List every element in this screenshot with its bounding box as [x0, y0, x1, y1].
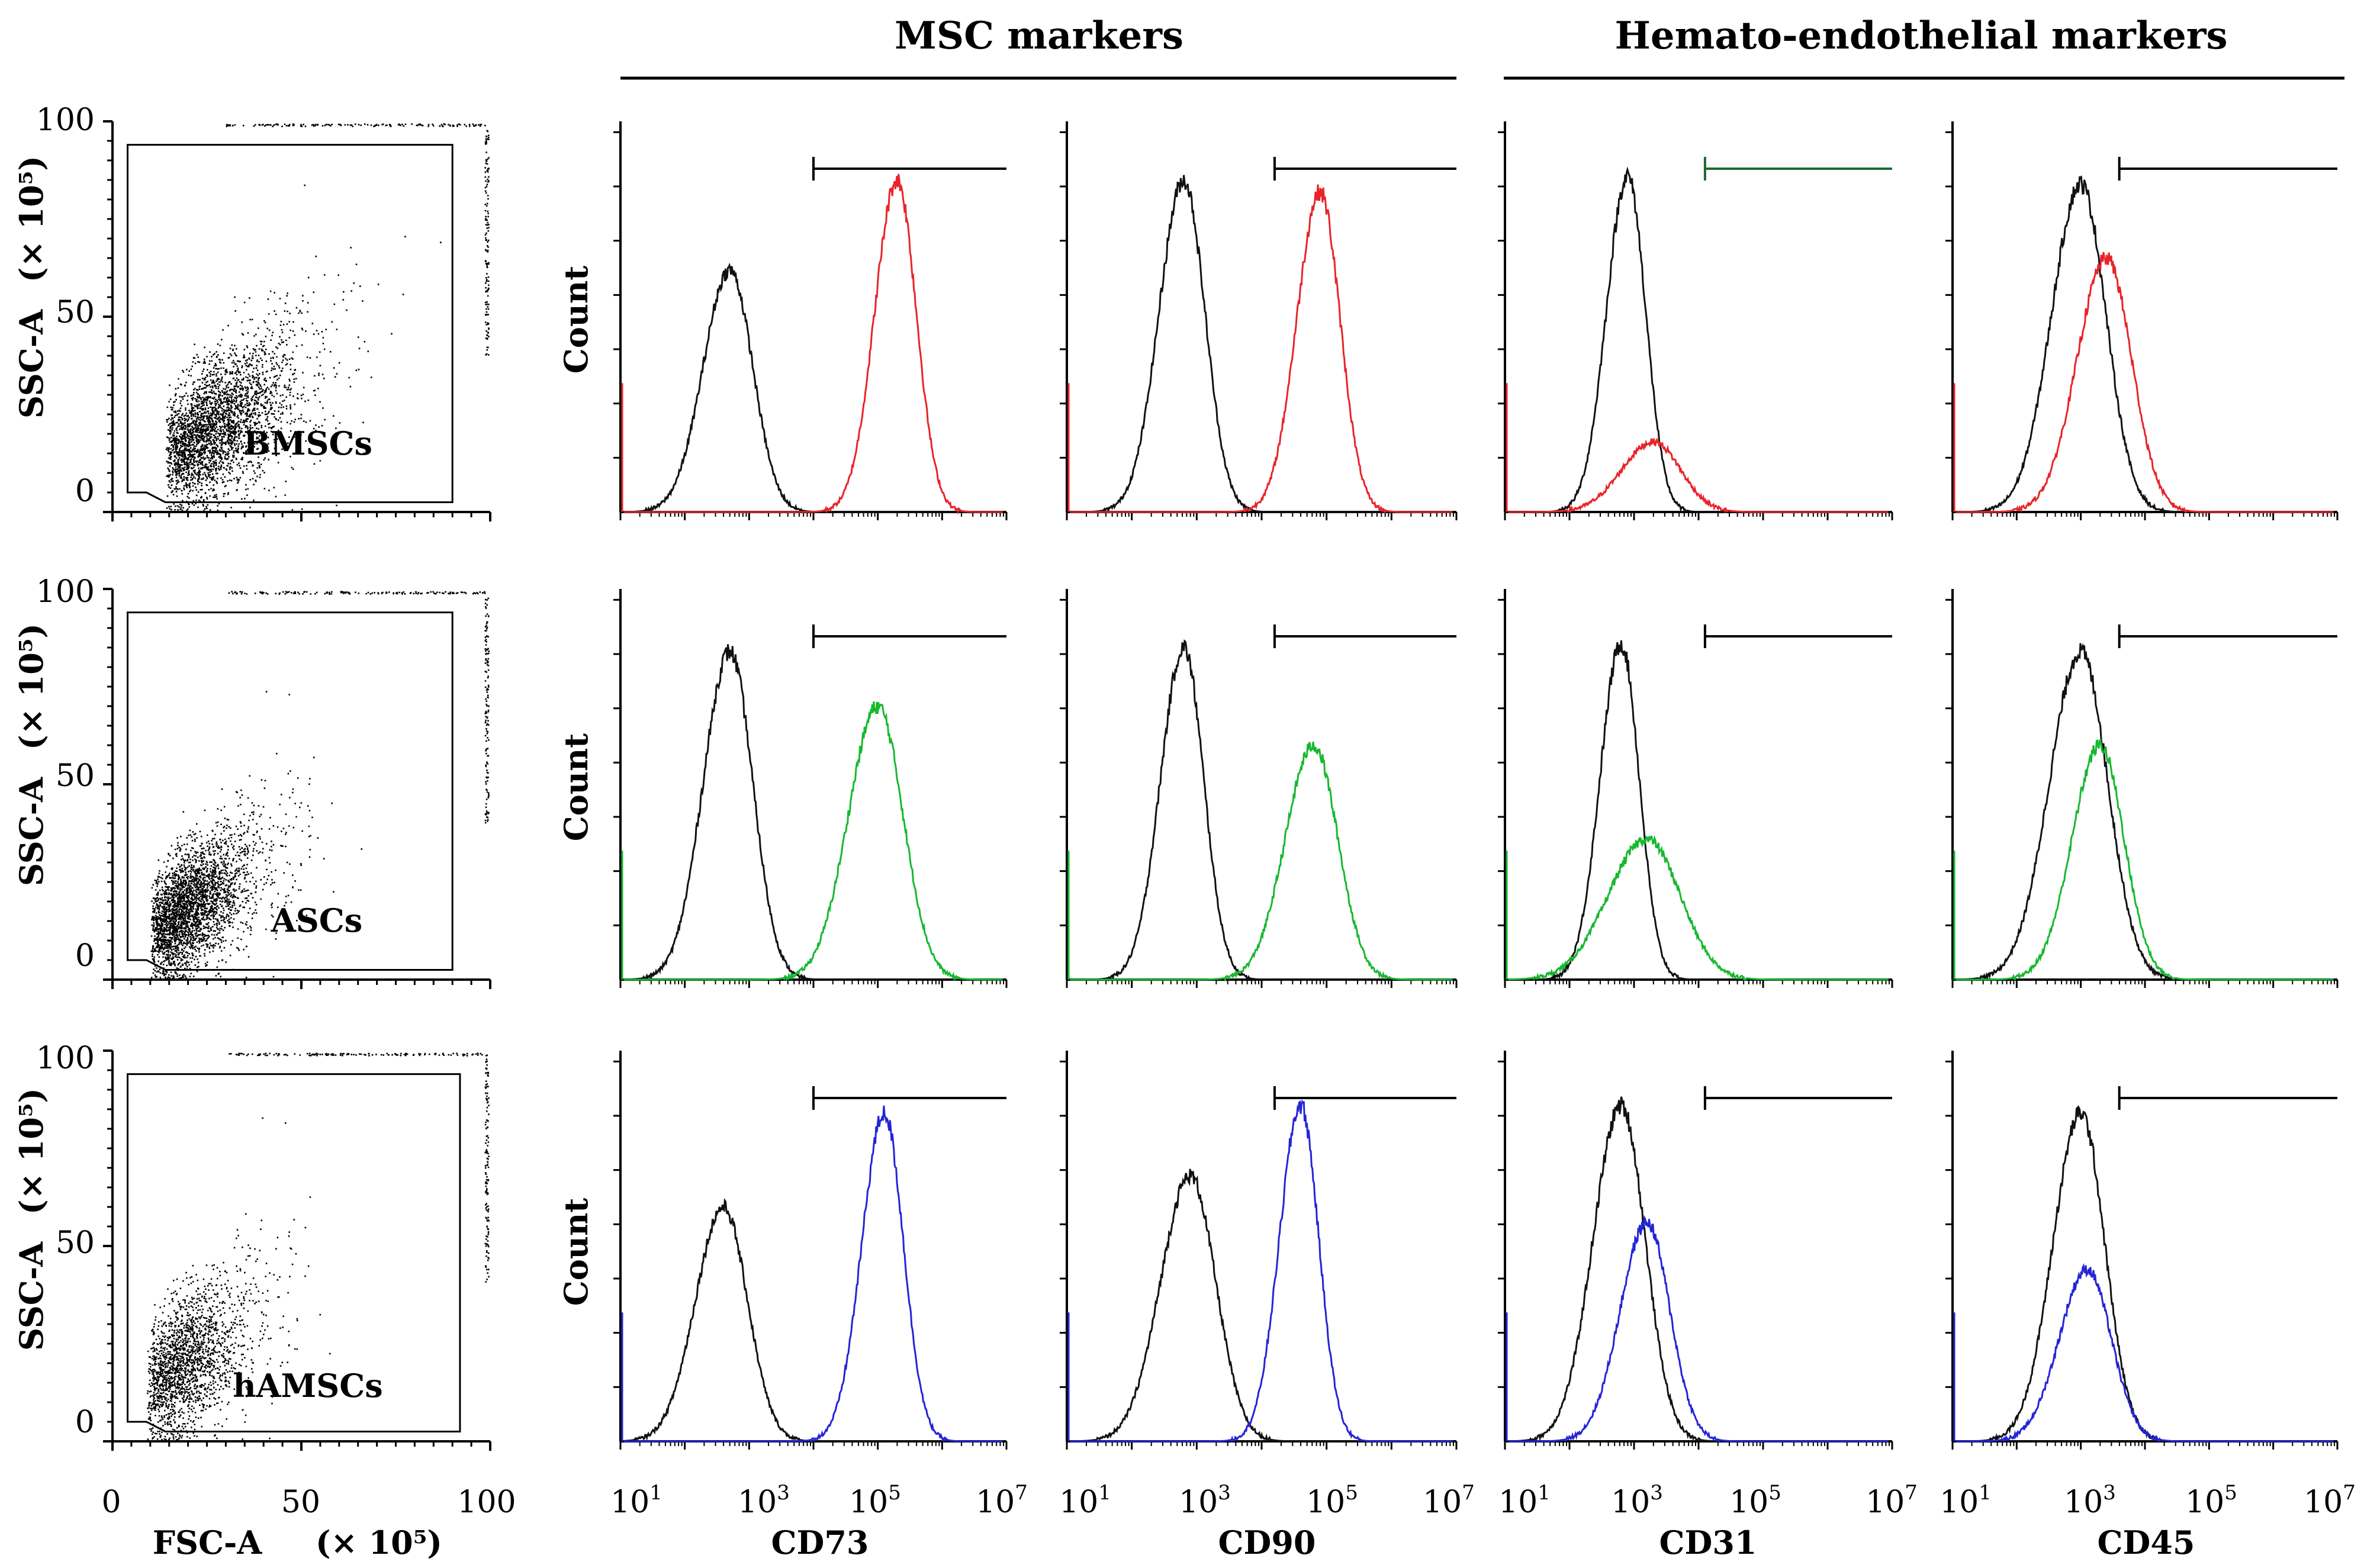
histogram-panel-bmscs-cd31	[1498, 121, 1893, 520]
hist-x-tick-c3-3: 103	[1611, 1481, 1663, 1520]
histogram-panel-hamscs-cd73	[613, 1051, 1008, 1450]
marker-label-cd45: CD45	[2098, 1524, 2195, 1561]
scatter-y-tick-50-r2: 50	[56, 758, 95, 794]
hist-x-tick-c4-5: 105	[2185, 1481, 2237, 1520]
histogram-isotype-control	[623, 1197, 1003, 1443]
scatter-x-tick-100: 100	[457, 1485, 516, 1520]
histogram-panel-bmscs-cd90	[1060, 121, 1458, 520]
panels-layer	[103, 120, 2339, 1451]
histogram-marker-cd31	[1508, 1215, 1889, 1444]
histogram-marker-cd90	[1070, 1099, 1453, 1443]
scatter-panel-ascs	[103, 588, 491, 989]
marker-label-cd73: CD73	[771, 1524, 869, 1561]
histogram-panel-hamscs-cd31	[1498, 1051, 1893, 1450]
scatter-y-tick-0-r3: 0	[75, 1405, 95, 1440]
scatter-x-unit: (× 10⁵)	[316, 1524, 442, 1561]
histogram-marker-cd45	[1955, 1263, 2334, 1443]
histogram-marker-cd73	[623, 701, 1003, 981]
histogram-isotype-control	[1070, 175, 1453, 514]
histogram-marker-cd45	[1955, 739, 2334, 981]
histogram-marker-cd73	[623, 173, 1003, 515]
scatter-y-label-row1: SSC-A	[12, 309, 50, 418]
scatter-y-tick-50-r3: 50	[56, 1225, 95, 1261]
scatter-y-unit-row2: (× 10⁵)	[12, 623, 50, 750]
hist-x-tick-c1-1: 101	[610, 1481, 662, 1520]
histogram-count-label-row3: Count	[557, 1198, 595, 1306]
histogram-count-label-row1: Count	[557, 266, 595, 374]
scatter-population-label-ascs: ASCs	[271, 901, 362, 939]
scatter-gate	[127, 611, 453, 971]
histogram-panel-bmscs-cd45	[1945, 121, 2339, 520]
scatter-x-label: FSC-A	[153, 1524, 263, 1561]
scatter-y-tick-0-r1: 0	[75, 474, 95, 509]
histogram-panel-ascs-cd90	[1060, 589, 1458, 988]
histogram-marker-cd90	[1070, 184, 1453, 514]
histogram-panel-bmscs-cd73	[613, 121, 1008, 520]
histogram-isotype-control	[1508, 1096, 1889, 1443]
histogram-marker-cd45	[1955, 252, 2334, 514]
hist-x-tick-c1-3: 103	[738, 1481, 790, 1520]
hist-x-tick-c4-3: 103	[2064, 1481, 2116, 1520]
histogram-marker-cd31	[1508, 835, 1889, 981]
scatter-gate	[127, 144, 453, 503]
hist-x-tick-c1-7: 107	[976, 1481, 1028, 1520]
scatter-gate	[127, 1073, 461, 1432]
histogram-isotype-control	[1955, 1105, 2334, 1443]
histogram-isotype-control	[1070, 639, 1453, 982]
histogram-panel-hamscs-cd45	[1945, 1051, 2339, 1450]
histogram-marker-cd31	[1508, 437, 1889, 514]
scatter-y-label-row3: SSC-A	[12, 1241, 50, 1351]
hist-x-tick-c3-7: 107	[1866, 1481, 1918, 1520]
scatter-y-tick-100-r1: 100	[36, 102, 95, 138]
scatter-y-label-row2: SSC-A	[12, 777, 50, 886]
scatter-population-label-bmscs: BMSCs	[243, 424, 372, 462]
hist-x-tick-c2-1: 101	[1059, 1481, 1111, 1520]
histogram-count-label-row2: Count	[557, 733, 595, 842]
scatter-events	[165, 123, 490, 511]
histogram-panel-ascs-cd45	[1945, 589, 2339, 988]
scatter-y-tick-100-r3: 100	[36, 1041, 95, 1076]
hist-x-tick-c3-5: 105	[1729, 1481, 1781, 1520]
scatter-events	[147, 1052, 490, 1441]
header-hemato-markers: Hemato-endothelial markers	[1614, 14, 2227, 58]
hist-x-tick-c2-5: 105	[1306, 1481, 1358, 1520]
scatter-panel-hamscs	[103, 1049, 491, 1451]
scatter-panel-bmscs	[103, 120, 491, 521]
histogram-panel-ascs-cd73	[613, 589, 1008, 988]
histogram-marker-cd73	[623, 1105, 1003, 1444]
scatter-population-label-hamscs: hAMSCs	[233, 1367, 382, 1405]
histogram-isotype-control	[623, 644, 1003, 982]
histogram-panel-ascs-cd31	[1498, 589, 1893, 988]
histogram-panel-hamscs-cd90	[1060, 1051, 1458, 1450]
scatter-x-tick-0: 0	[101, 1485, 121, 1520]
hist-x-tick-c2-7: 107	[1423, 1481, 1475, 1520]
scatter-y-unit-row1: (× 10⁵)	[12, 156, 50, 282]
histogram-isotype-control	[1508, 640, 1889, 981]
scatter-y-tick-50-r1: 50	[56, 295, 95, 330]
hist-x-tick-c3-1: 101	[1498, 1481, 1551, 1520]
scatter-y-unit-row3: (× 10⁵)	[12, 1088, 50, 1215]
marker-label-cd90: CD90	[1218, 1524, 1316, 1561]
histogram-isotype-control	[1070, 1168, 1453, 1443]
hist-x-tick-c4-1: 101	[1940, 1481, 1992, 1520]
histogram-isotype-control	[1508, 166, 1889, 513]
hist-x-tick-c2-3: 103	[1179, 1481, 1231, 1520]
scatter-y-tick-0-r2: 0	[75, 938, 95, 974]
histogram-isotype-control	[1955, 643, 2334, 981]
hist-x-tick-c1-5: 105	[849, 1481, 901, 1520]
header-msc-markers: MSC markers	[895, 14, 1183, 58]
scatter-x-tick-50: 50	[281, 1485, 320, 1520]
histogram-marker-cd90	[1070, 742, 1453, 983]
histogram-isotype-control	[623, 262, 1003, 514]
scatter-y-tick-100-r2: 100	[36, 574, 95, 610]
marker-label-cd31: CD31	[1659, 1524, 1757, 1561]
hist-x-tick-c4-7: 107	[2304, 1481, 2356, 1520]
histogram-isotype-control	[1955, 175, 2334, 513]
